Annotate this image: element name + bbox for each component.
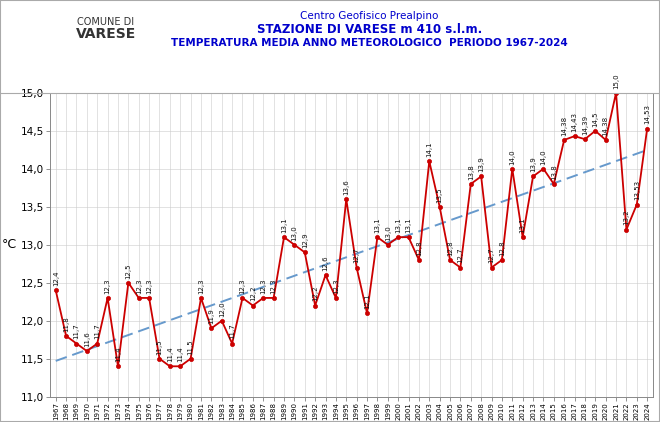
Text: 12,3: 12,3 bbox=[146, 278, 152, 294]
Text: 12,3: 12,3 bbox=[136, 278, 142, 294]
Text: 14,39: 14,39 bbox=[582, 115, 588, 135]
Text: 12,9: 12,9 bbox=[302, 233, 308, 248]
Text: 12,3: 12,3 bbox=[198, 278, 204, 294]
Text: 14,0: 14,0 bbox=[541, 149, 546, 165]
Text: 11,7: 11,7 bbox=[229, 324, 235, 339]
Text: 14,38: 14,38 bbox=[603, 116, 609, 136]
Text: 13,2: 13,2 bbox=[624, 210, 630, 225]
Text: 12,3: 12,3 bbox=[333, 278, 339, 294]
Text: 12,2: 12,2 bbox=[250, 286, 256, 301]
Text: 11,4: 11,4 bbox=[167, 346, 173, 362]
Text: 13,8: 13,8 bbox=[551, 164, 557, 180]
Text: 14,5: 14,5 bbox=[592, 111, 599, 127]
Text: 13,0: 13,0 bbox=[291, 225, 298, 241]
Text: 12,7: 12,7 bbox=[457, 248, 463, 263]
Text: 13,0: 13,0 bbox=[385, 225, 391, 241]
Text: 12,7: 12,7 bbox=[488, 248, 494, 263]
Text: 13,9: 13,9 bbox=[478, 157, 484, 172]
Text: TEMPERATURA MEDIA ANNO METEOROLOGICO  PERIODO 1967-2024: TEMPERATURA MEDIA ANNO METEOROLOGICO PER… bbox=[171, 38, 568, 48]
Text: 13,1: 13,1 bbox=[374, 217, 380, 233]
Text: 13,6: 13,6 bbox=[343, 179, 349, 195]
Text: 11,5: 11,5 bbox=[156, 339, 162, 354]
Text: 11,7: 11,7 bbox=[73, 324, 79, 339]
Text: 13,1: 13,1 bbox=[519, 217, 525, 233]
Text: 13,9: 13,9 bbox=[530, 157, 536, 172]
Text: 14,0: 14,0 bbox=[510, 149, 515, 165]
Text: 13,1: 13,1 bbox=[405, 217, 412, 233]
Text: 11,7: 11,7 bbox=[94, 324, 100, 339]
Text: 11,4: 11,4 bbox=[115, 346, 121, 362]
Text: COMUNE DI: COMUNE DI bbox=[77, 17, 134, 27]
Text: 11,6: 11,6 bbox=[84, 331, 90, 347]
Text: 13,1: 13,1 bbox=[281, 217, 287, 233]
Text: 11,4: 11,4 bbox=[178, 346, 183, 362]
Y-axis label: °C: °C bbox=[2, 238, 17, 251]
Text: VARESE: VARESE bbox=[75, 27, 136, 41]
Text: 12,4: 12,4 bbox=[53, 271, 59, 286]
Text: 13,53: 13,53 bbox=[634, 180, 640, 200]
Text: STAZIONE DI VARESE m 410 s.l.m.: STAZIONE DI VARESE m 410 s.l.m. bbox=[257, 23, 482, 36]
Text: 12,3: 12,3 bbox=[271, 278, 277, 294]
Text: 12,5: 12,5 bbox=[125, 263, 131, 279]
Text: 13,1: 13,1 bbox=[395, 217, 401, 233]
Text: 15,0: 15,0 bbox=[613, 73, 619, 89]
Text: 12,3: 12,3 bbox=[240, 278, 246, 294]
Text: 11,8: 11,8 bbox=[63, 316, 69, 332]
Text: 11,9: 11,9 bbox=[209, 308, 214, 324]
Text: 12,8: 12,8 bbox=[447, 240, 453, 256]
Text: 13,8: 13,8 bbox=[468, 164, 474, 180]
Text: 14,1: 14,1 bbox=[426, 141, 432, 157]
Text: 13,5: 13,5 bbox=[437, 187, 443, 203]
Text: 14,53: 14,53 bbox=[644, 104, 650, 124]
Text: 12,8: 12,8 bbox=[499, 240, 505, 256]
Text: 12,7: 12,7 bbox=[354, 248, 360, 263]
Text: 12,3: 12,3 bbox=[260, 278, 266, 294]
Text: 12,3: 12,3 bbox=[104, 278, 111, 294]
Text: Centro Geofisico Prealpino: Centro Geofisico Prealpino bbox=[300, 11, 439, 21]
Text: 12,2: 12,2 bbox=[312, 286, 318, 301]
Text: 12,1: 12,1 bbox=[364, 293, 370, 309]
Text: 12,8: 12,8 bbox=[416, 240, 422, 256]
Text: 14,38: 14,38 bbox=[561, 116, 567, 136]
Text: 14,43: 14,43 bbox=[572, 112, 578, 132]
Text: 11,5: 11,5 bbox=[187, 339, 193, 354]
Text: 12,0: 12,0 bbox=[218, 301, 225, 316]
Text: 12,6: 12,6 bbox=[323, 255, 329, 271]
